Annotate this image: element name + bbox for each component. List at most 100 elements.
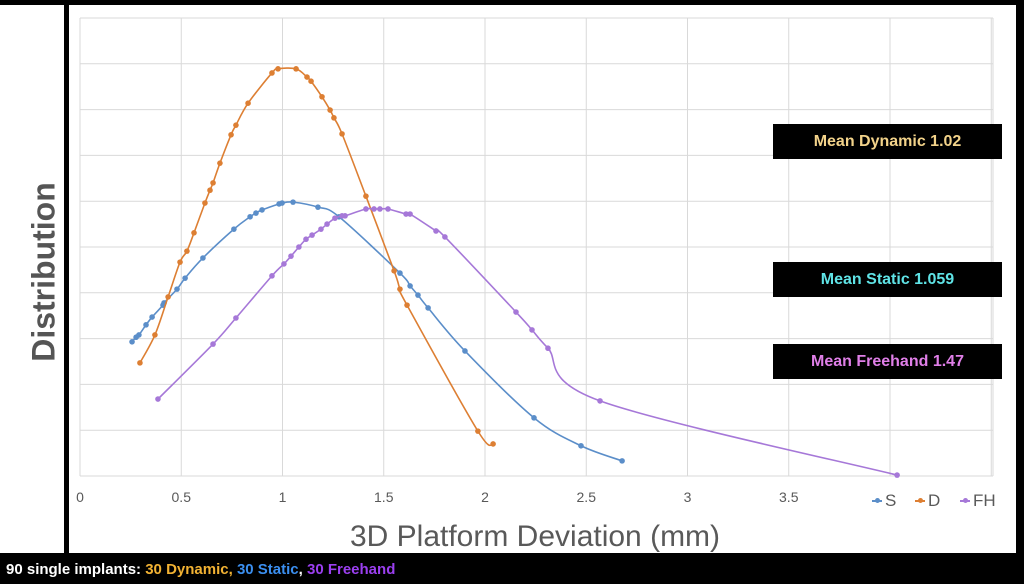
series-d bbox=[137, 66, 496, 447]
x-tick-label: 1 bbox=[279, 489, 287, 505]
data-point bbox=[231, 226, 237, 232]
data-point bbox=[619, 458, 625, 464]
data-point bbox=[442, 234, 448, 240]
data-point bbox=[279, 200, 285, 206]
data-point bbox=[184, 248, 190, 254]
data-point bbox=[247, 213, 253, 220]
legend-item-s: S bbox=[872, 491, 896, 511]
data-point bbox=[155, 396, 161, 402]
data-point bbox=[177, 259, 183, 265]
data-point bbox=[149, 314, 155, 320]
data-point bbox=[597, 398, 603, 404]
x-tick-labels: 0 0.5 1 1.5 2 2.5 3 3.5 bbox=[76, 489, 799, 505]
x-axis-title: 3D Platform Deviation (mm) bbox=[349, 520, 721, 553]
data-point bbox=[363, 193, 369, 199]
annotation-text: Mean Freehand 1.47 bbox=[811, 352, 964, 370]
data-point bbox=[202, 200, 208, 206]
left-divider bbox=[64, 5, 69, 553]
data-point bbox=[513, 309, 519, 315]
data-point bbox=[407, 211, 413, 217]
gridlines bbox=[79, 17, 994, 477]
data-point bbox=[269, 70, 275, 76]
data-point bbox=[200, 255, 206, 261]
data-point bbox=[315, 204, 321, 210]
footer-prefix: 90 single implants: bbox=[6, 561, 146, 578]
data-point bbox=[342, 213, 348, 219]
x-tick-label: 1.5 bbox=[374, 489, 394, 505]
data-point bbox=[894, 472, 900, 478]
data-point bbox=[143, 322, 149, 328]
legend-marker-icon bbox=[915, 498, 925, 503]
footer-comma: , bbox=[298, 561, 303, 578]
data-point bbox=[397, 286, 403, 292]
data-point bbox=[331, 115, 337, 121]
x-tick-label: 3 bbox=[684, 489, 692, 505]
x-tick-label: 2.5 bbox=[577, 489, 597, 505]
data-point bbox=[296, 244, 302, 250]
data-point bbox=[303, 236, 309, 243]
data-point bbox=[327, 107, 333, 113]
legend-item-d: D bbox=[915, 491, 940, 511]
data-point bbox=[137, 360, 143, 366]
data-point bbox=[339, 131, 345, 137]
data-point bbox=[290, 199, 296, 205]
data-point bbox=[308, 78, 314, 85]
data-point bbox=[332, 215, 338, 221]
data-point bbox=[217, 160, 223, 166]
series-line bbox=[131, 201, 623, 462]
data-point bbox=[207, 187, 213, 194]
data-point bbox=[545, 345, 551, 352]
data-point bbox=[293, 66, 299, 72]
x-tick-label: 3.5 bbox=[779, 489, 799, 505]
data-point bbox=[304, 74, 310, 80]
data-point bbox=[363, 206, 369, 212]
footer-static: 30 Static bbox=[236, 561, 299, 578]
series-lines bbox=[129, 66, 900, 478]
data-point bbox=[415, 292, 421, 298]
data-point bbox=[397, 270, 403, 276]
series-line bbox=[157, 207, 898, 476]
data-point bbox=[319, 93, 325, 100]
data-point bbox=[371, 206, 377, 212]
mean-static-annotation: Mean Static 1.059 bbox=[773, 262, 1002, 297]
data-point bbox=[245, 100, 251, 106]
data-point bbox=[531, 415, 537, 421]
data-point bbox=[309, 232, 315, 238]
data-point bbox=[233, 315, 239, 321]
data-point bbox=[253, 210, 259, 216]
data-point bbox=[269, 273, 275, 279]
data-point bbox=[233, 122, 239, 128]
data-point bbox=[129, 339, 135, 345]
data-point bbox=[433, 228, 439, 234]
data-point bbox=[182, 275, 188, 281]
data-point bbox=[462, 348, 468, 354]
data-point bbox=[165, 294, 171, 300]
legend-marker-icon bbox=[872, 498, 882, 503]
data-point bbox=[324, 221, 330, 227]
data-point bbox=[152, 332, 158, 338]
data-point bbox=[191, 230, 197, 236]
x-tick-label: 0 bbox=[76, 489, 84, 505]
data-point bbox=[228, 131, 234, 138]
x-tick-label: 2 bbox=[481, 489, 489, 505]
data-point bbox=[210, 180, 216, 186]
footer-dynamic: 30 Dynamic, bbox=[145, 561, 233, 578]
data-point bbox=[136, 332, 142, 338]
annotation-text: Mean Static 1.059 bbox=[820, 270, 955, 288]
data-point bbox=[288, 253, 294, 259]
data-point bbox=[275, 66, 281, 72]
data-point bbox=[210, 341, 216, 347]
series-fh bbox=[155, 206, 900, 478]
data-point bbox=[404, 302, 410, 308]
data-point bbox=[403, 211, 409, 217]
data-point bbox=[490, 441, 496, 447]
data-point bbox=[281, 261, 287, 267]
series-s bbox=[129, 199, 625, 464]
data-point bbox=[529, 327, 535, 333]
data-point bbox=[385, 206, 391, 212]
data-point bbox=[259, 207, 265, 213]
footer-caption: 90 single implants: 30 Dynamic, 30 Stati… bbox=[6, 561, 395, 578]
mean-dynamic-annotation: Mean Dynamic 1.02 bbox=[773, 124, 1002, 159]
series-line bbox=[139, 67, 494, 447]
data-point bbox=[377, 206, 383, 212]
